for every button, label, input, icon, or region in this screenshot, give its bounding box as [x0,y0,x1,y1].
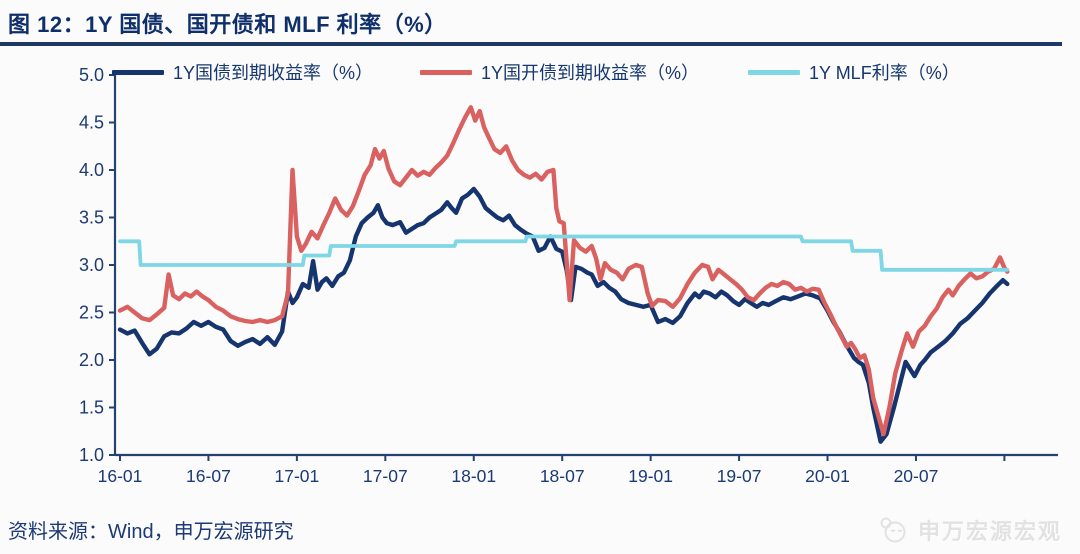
legend-label-mlf: 1Y MLF利率（%） [809,63,960,83]
watermark-text: 申万宏源宏观 [917,519,1062,544]
data-source: 资料来源：Wind，申万宏源研究 [8,521,294,543]
mlf-line [118,234,1010,272]
legend-swatch-treasury-line [112,69,164,75]
y-tick-label: 4.0 [79,160,104,180]
brand-watermark: 申万宏源宏观 [877,514,1062,546]
y-tick-label: 3.0 [79,255,104,275]
x-tick-label: 20-01 [805,466,850,486]
legend-item-treasury: 1Y国债到期收益率（%） [112,61,373,83]
x-tick-label: 17-01 [274,466,319,486]
legend-item-mlf: 1Y MLF利率（%） [748,61,960,83]
mascot-icon [880,517,906,543]
figure-title: 图 12：1Y 国债、国开债和 MLF 利率（%） [8,12,447,37]
legend-swatch-mlf-line [748,69,800,75]
legend-label-cdb: 1Y国开债到期收益率（%） [481,63,700,83]
x-tick-label: 20-07 [894,466,939,486]
y-tick-label: 3.5 [79,208,104,228]
y-tick-label: 1.5 [79,398,104,418]
x-tick-label: 17-07 [363,466,408,486]
y-tick-label: 4.5 [79,113,104,133]
x-tick-label: 16-01 [98,466,143,486]
cdb-line [117,105,1010,437]
y-tick-label: 1.0 [79,445,104,465]
x-tick-label: 16-07 [186,466,231,486]
x-tick-label: 19-07 [717,466,762,486]
legend-item-cdb: 1Y国开债到期收益率（%） [420,61,699,83]
x-tick-label: 18-01 [451,466,496,486]
y-tick-label: 5.0 [79,65,104,85]
legend-label-treasury: 1Y国债到期收益率（%） [173,63,374,83]
y-tick-label: 2.5 [79,303,104,323]
legend-swatch-cdb-line [420,69,472,75]
x-tick-label: 19-01 [628,466,673,486]
treasury-line [117,186,1010,444]
y-tick-label: 2.0 [79,350,104,370]
title-underline [0,42,1062,46]
x-tick-label: 18-07 [540,466,585,486]
